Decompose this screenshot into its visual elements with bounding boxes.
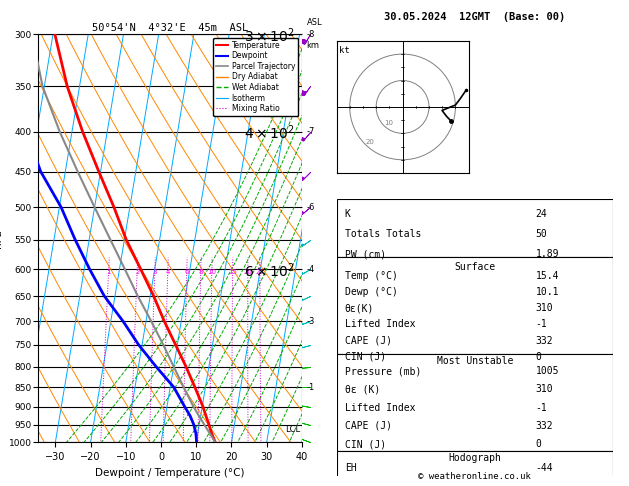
Text: -1: -1 (307, 382, 315, 392)
Text: -1: -1 (536, 319, 547, 330)
Text: 25: 25 (255, 269, 264, 275)
Text: Hodograph: Hodograph (448, 453, 501, 463)
Text: -6: -6 (307, 203, 315, 212)
FancyBboxPatch shape (337, 354, 613, 451)
Text: -4: -4 (307, 264, 315, 274)
FancyBboxPatch shape (337, 451, 613, 486)
FancyBboxPatch shape (337, 199, 613, 258)
Text: 50: 50 (536, 229, 547, 239)
Text: Temp (°C): Temp (°C) (345, 271, 398, 281)
Text: 332: 332 (536, 335, 554, 346)
Text: 30.05.2024  12GMT  (Base: 00): 30.05.2024 12GMT (Base: 00) (384, 12, 565, 22)
Text: 2: 2 (135, 269, 140, 275)
Text: -44: -44 (536, 463, 554, 473)
Text: 6: 6 (184, 269, 189, 275)
Text: 1.89: 1.89 (536, 249, 559, 260)
Text: -7: -7 (307, 127, 315, 136)
Text: -3: -3 (307, 317, 315, 326)
Text: kt: kt (339, 46, 350, 55)
Text: Lifted Index: Lifted Index (345, 402, 415, 413)
Text: 4: 4 (165, 269, 170, 275)
Text: -1: -1 (536, 402, 547, 413)
Text: CIN (J): CIN (J) (345, 439, 386, 449)
Legend: Temperature, Dewpoint, Parcel Trajectory, Dry Adiabat, Wet Adiabat, Isotherm, Mi: Temperature, Dewpoint, Parcel Trajectory… (213, 38, 298, 116)
Text: Lifted Index: Lifted Index (345, 319, 415, 330)
Text: 15: 15 (228, 269, 237, 275)
Text: CIN (J): CIN (J) (345, 352, 386, 362)
Text: CAPE (J): CAPE (J) (345, 421, 392, 431)
Text: 310: 310 (536, 384, 554, 394)
Text: Surface: Surface (454, 261, 496, 272)
Text: 1005: 1005 (536, 366, 559, 376)
Text: ASL: ASL (307, 18, 322, 27)
Text: 0: 0 (536, 439, 542, 449)
Text: 0: 0 (536, 352, 542, 362)
Text: LCL: LCL (285, 425, 300, 434)
Text: EH: EH (345, 463, 357, 473)
Text: 8: 8 (199, 269, 203, 275)
Title: 50°54'N  4°32'E  45m  ASL: 50°54'N 4°32'E 45m ASL (92, 23, 248, 33)
Text: 20: 20 (243, 269, 252, 275)
Text: km: km (307, 41, 320, 50)
Text: 15.4: 15.4 (536, 271, 559, 281)
Text: 332: 332 (536, 421, 554, 431)
Text: 10.1: 10.1 (536, 287, 559, 297)
Text: 1: 1 (106, 269, 111, 275)
Text: Most Unstable: Most Unstable (437, 356, 513, 366)
Text: Totals Totals: Totals Totals (345, 229, 421, 239)
Text: -8: -8 (307, 30, 315, 38)
Text: θε (K): θε (K) (345, 384, 380, 394)
Text: Pressure (mb): Pressure (mb) (345, 366, 421, 376)
Text: 310: 310 (536, 303, 554, 313)
Text: 10: 10 (208, 269, 216, 275)
Text: 10: 10 (384, 121, 393, 126)
Text: PW (cm): PW (cm) (345, 249, 386, 260)
Text: 24: 24 (536, 209, 547, 219)
Text: CAPE (J): CAPE (J) (345, 335, 392, 346)
Text: 20: 20 (365, 139, 374, 145)
Text: Dewp (°C): Dewp (°C) (345, 287, 398, 297)
Text: θε(K): θε(K) (345, 303, 374, 313)
Text: 3: 3 (153, 269, 157, 275)
FancyBboxPatch shape (337, 258, 613, 354)
Text: © weatheronline.co.uk: © weatheronline.co.uk (418, 472, 532, 481)
Text: K: K (345, 209, 351, 219)
X-axis label: Dewpoint / Temperature (°C): Dewpoint / Temperature (°C) (95, 468, 245, 478)
Y-axis label: hPa: hPa (0, 229, 3, 247)
